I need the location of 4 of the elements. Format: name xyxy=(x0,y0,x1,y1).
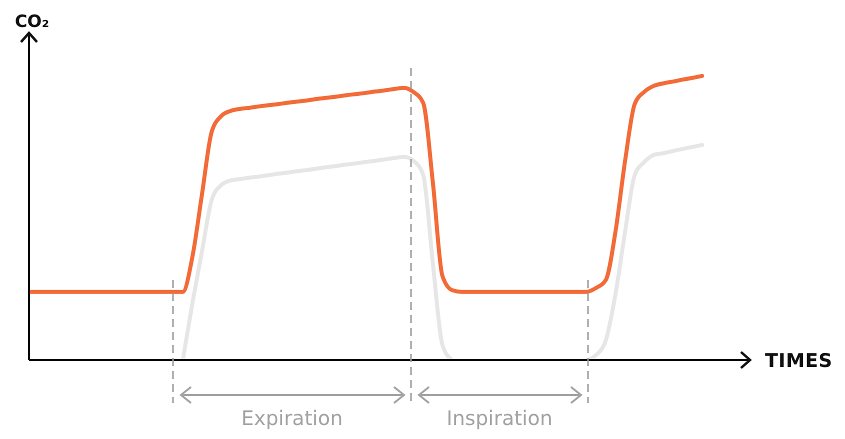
text: Expiration xyxy=(241,406,343,430)
x-axis-title: TIMES xyxy=(765,350,833,372)
text: Inspiration xyxy=(446,406,553,430)
y-axis-title: CO₂ xyxy=(14,12,50,32)
